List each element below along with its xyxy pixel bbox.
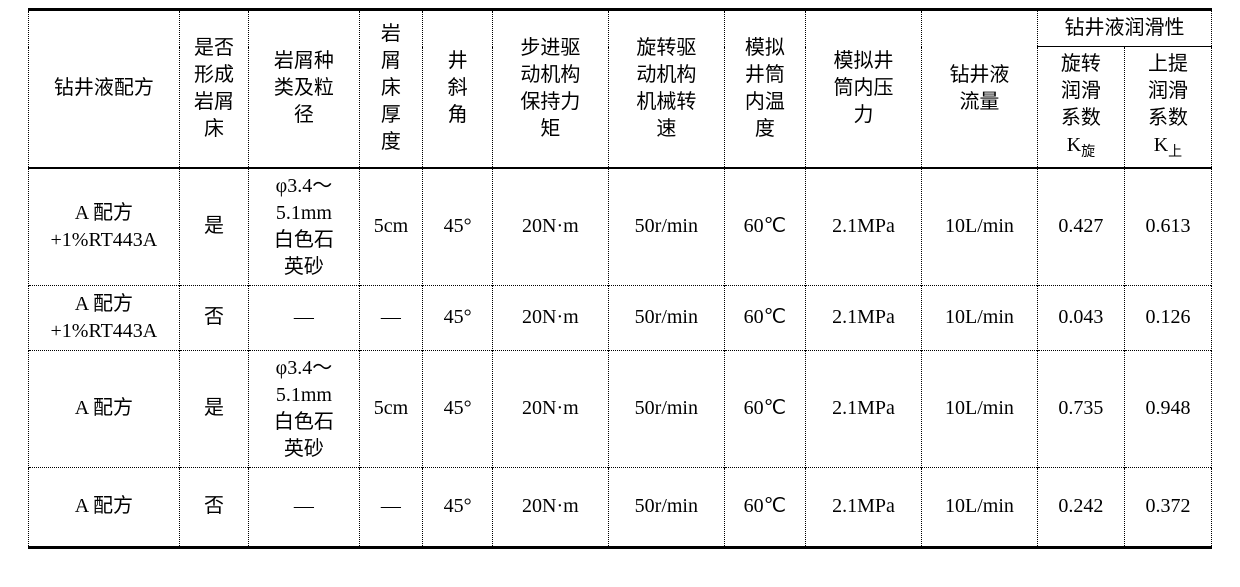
- cell-temp: 60℃: [724, 350, 805, 467]
- cell-angle: 45°: [423, 285, 493, 350]
- cell-k_lift: 0.613: [1124, 168, 1211, 286]
- cell-formula: A 配方+1%RT443A: [29, 285, 180, 350]
- col-header-lubricity-group: 钻井液润滑性: [1037, 10, 1211, 47]
- cell-formula: A 配方: [29, 467, 180, 547]
- cell-temp: 60℃: [724, 168, 805, 286]
- cell-angle: 45°: [423, 467, 493, 547]
- cell-k_rot: 0.242: [1037, 467, 1124, 547]
- cell-bed_thickness: —: [359, 467, 423, 547]
- cell-bed_formed: 否: [179, 467, 249, 547]
- table-row: A 配方+1%RT443A是φ3.4～5.1mm白色石英砂5cm45°20N·m…: [29, 168, 1212, 286]
- k-lift-sub: 上: [1168, 145, 1182, 160]
- cell-k_lift: 0.948: [1124, 350, 1211, 467]
- cell-flow: 10L/min: [921, 350, 1037, 467]
- k-rot-sub: 旋: [1081, 145, 1095, 160]
- cell-rot_speed: 50r/min: [608, 285, 724, 350]
- cell-formula: A 配方: [29, 350, 180, 467]
- cell-angle: 45°: [423, 350, 493, 467]
- table-row: A 配方是φ3.4～5.1mm白色石英砂5cm45°20N·m50r/min60…: [29, 350, 1212, 467]
- col-header-k-rot: 旋转润滑系数K旋: [1037, 47, 1124, 168]
- cell-cuttings: φ3.4～5.1mm白色石英砂: [249, 168, 359, 286]
- cell-step_torque: 20N·m: [492, 285, 608, 350]
- cell-cuttings: φ3.4～5.1mm白色石英砂: [249, 350, 359, 467]
- table-body: A 配方+1%RT443A是φ3.4～5.1mm白色石英砂5cm45°20N·m…: [29, 168, 1212, 548]
- cell-temp: 60℃: [724, 285, 805, 350]
- table-row: A 配方+1%RT443A否——45°20N·m50r/min60℃2.1MPa…: [29, 285, 1212, 350]
- col-header-temp: 模拟井筒内温度: [724, 10, 805, 168]
- cell-rot_speed: 50r/min: [608, 168, 724, 286]
- cell-rot_speed: 50r/min: [608, 467, 724, 547]
- cell-formula: A 配方+1%RT443A: [29, 168, 180, 286]
- col-header-k-lift: 上提润滑系数K上: [1124, 47, 1211, 168]
- col-header-angle: 井斜角: [423, 10, 493, 168]
- col-header-pressure: 模拟井筒内压力: [805, 10, 921, 168]
- table-row: A 配方否——45°20N·m50r/min60℃2.1MPa10L/min0.…: [29, 467, 1212, 547]
- col-header-rot-speed: 旋转驱动机构机械转速: [608, 10, 724, 168]
- data-table: 钻井液配方 是否形成岩屑床 岩屑种类及粒径 岩屑床厚度 井斜角 步进驱动机构保持…: [28, 8, 1212, 549]
- cell-rot_speed: 50r/min: [608, 350, 724, 467]
- page-root: { "table": { "text_color": "#000000", "b…: [0, 0, 1240, 587]
- cell-bed_thickness: 5cm: [359, 350, 423, 467]
- cell-bed_thickness: —: [359, 285, 423, 350]
- cell-bed_formed: 是: [179, 350, 249, 467]
- cell-k_lift: 0.372: [1124, 467, 1211, 547]
- cell-k_rot: 0.427: [1037, 168, 1124, 286]
- cell-bed_formed: 是: [179, 168, 249, 286]
- col-header-cuttings: 岩屑种类及粒径: [249, 10, 359, 168]
- table-head: 钻井液配方 是否形成岩屑床 岩屑种类及粒径 岩屑床厚度 井斜角 步进驱动机构保持…: [29, 10, 1212, 168]
- cell-flow: 10L/min: [921, 467, 1037, 547]
- cell-angle: 45°: [423, 168, 493, 286]
- cell-bed_formed: 否: [179, 285, 249, 350]
- cell-pressure: 2.1MPa: [805, 467, 921, 547]
- cell-k_lift: 0.126: [1124, 285, 1211, 350]
- cell-temp: 60℃: [724, 467, 805, 547]
- cell-step_torque: 20N·m: [492, 168, 608, 286]
- cell-flow: 10L/min: [921, 168, 1037, 286]
- cell-cuttings: —: [249, 467, 359, 547]
- k-lift-main: 上提润滑系数K: [1148, 53, 1188, 156]
- cell-step_torque: 20N·m: [492, 350, 608, 467]
- cell-cuttings: —: [249, 285, 359, 350]
- col-header-formula: 钻井液配方: [29, 10, 180, 168]
- col-header-flow: 钻井液流量: [921, 10, 1037, 168]
- cell-pressure: 2.1MPa: [805, 168, 921, 286]
- cell-bed_thickness: 5cm: [359, 168, 423, 286]
- cell-pressure: 2.1MPa: [805, 285, 921, 350]
- col-header-bed-formed: 是否形成岩屑床: [179, 10, 249, 168]
- cell-k_rot: 0.043: [1037, 285, 1124, 350]
- cell-step_torque: 20N·m: [492, 467, 608, 547]
- col-header-bed-thickness: 岩屑床厚度: [359, 10, 423, 168]
- cell-flow: 10L/min: [921, 285, 1037, 350]
- col-header-step-torque: 步进驱动机构保持力矩: [492, 10, 608, 168]
- cell-k_rot: 0.735: [1037, 350, 1124, 467]
- cell-pressure: 2.1MPa: [805, 350, 921, 467]
- k-rot-main: 旋转润滑系数K: [1061, 53, 1101, 156]
